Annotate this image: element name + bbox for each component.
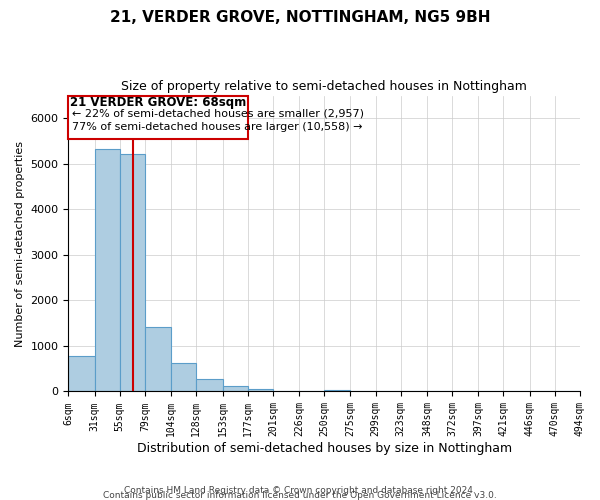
Bar: [248, 388, 273, 392]
Bar: [223, 386, 248, 392]
Text: ← 22% of semi-detached houses are smaller (2,957): ← 22% of semi-detached houses are smalle…: [71, 109, 364, 119]
Text: Contains HM Land Registry data © Crown copyright and database right 2024.: Contains HM Land Registry data © Crown c…: [124, 486, 476, 495]
Bar: [120, 154, 145, 392]
Bar: [145, 327, 171, 392]
Text: 21 VERDER GROVE: 68sqm: 21 VERDER GROVE: 68sqm: [70, 96, 246, 110]
Y-axis label: Number of semi-detached properties: Number of semi-detached properties: [15, 140, 25, 346]
Text: Contains public sector information licensed under the Open Government Licence v3: Contains public sector information licen…: [103, 491, 497, 500]
Bar: [171, 363, 196, 392]
Bar: [196, 379, 223, 392]
X-axis label: Distribution of semi-detached houses by size in Nottingham: Distribution of semi-detached houses by …: [137, 442, 512, 455]
Text: 21, VERDER GROVE, NOTTINGHAM, NG5 9BH: 21, VERDER GROVE, NOTTINGHAM, NG5 9BH: [110, 10, 490, 25]
Text: 77% of semi-detached houses are larger (10,558) →: 77% of semi-detached houses are larger (…: [71, 122, 362, 132]
Bar: [68, 356, 95, 392]
Bar: [324, 390, 350, 392]
Title: Size of property relative to semi-detached houses in Nottingham: Size of property relative to semi-detach…: [121, 80, 527, 93]
Bar: [95, 149, 120, 392]
Bar: [68, 96, 248, 140]
